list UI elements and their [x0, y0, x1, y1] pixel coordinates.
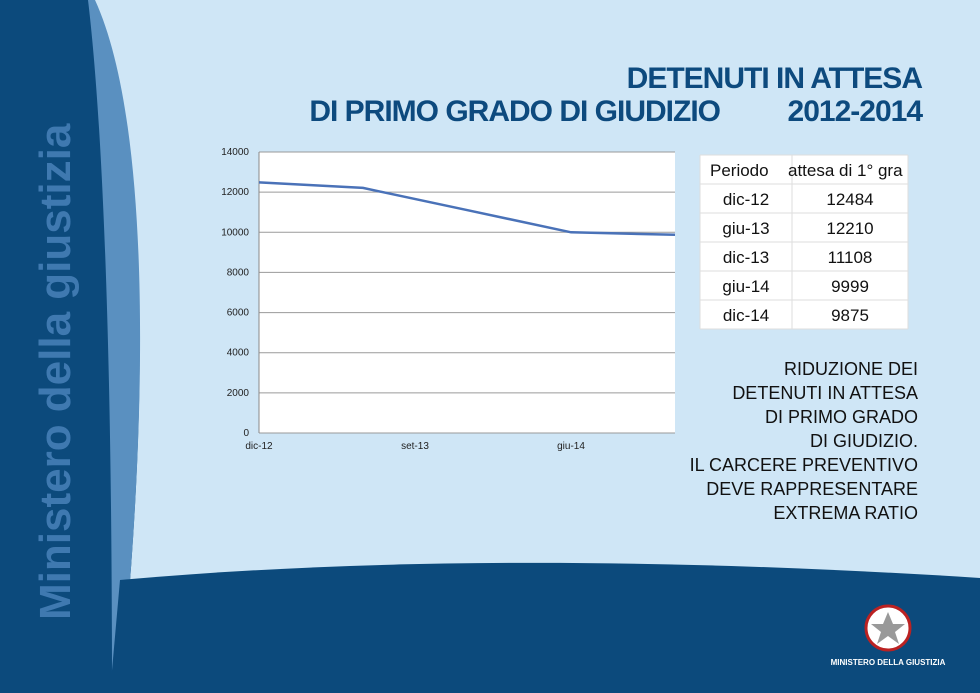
x-tick-label: dic-12	[245, 441, 273, 452]
y-tick-label: 14000	[221, 147, 249, 158]
table-cell: dic-12	[723, 190, 769, 209]
note-line: RIDUZIONE DEI	[784, 359, 918, 379]
line	[258, 181, 676, 237]
table-cell: dic-14	[723, 306, 769, 325]
table-header: attesa di 1° gra	[788, 161, 903, 180]
table-cell: 9999	[831, 277, 869, 296]
y-tick-label: 0	[243, 428, 249, 439]
table-cell: 11108	[828, 248, 873, 267]
note-line: DI PRIMO GRADO	[765, 407, 918, 427]
table-cell: giu-13	[722, 219, 769, 238]
x-tick-label: set-13	[401, 441, 429, 452]
note-line: DETENUTI IN ATTESA	[732, 383, 918, 403]
title-line: DETENUTI IN ATTESA	[627, 62, 923, 95]
y-tick-label: 10000	[221, 227, 249, 238]
note: RIDUZIONE DEI DETENUTI IN ATTESA DI PRIMO …	[690, 359, 918, 523]
table-cell: 12484	[826, 190, 873, 209]
side-title: Ministero della giustizia	[31, 123, 80, 620]
y-tick-label: 8000	[227, 267, 250, 278]
y-tick-label: 12000	[221, 187, 249, 198]
table-cell: dic-13	[723, 248, 769, 267]
table-cell: 9875	[831, 306, 869, 325]
title-line: 2012-2014	[788, 95, 924, 128]
table: Periodo attesa di 1° gra dic-12 12484 giu-13…	[699, 154, 909, 330]
table-header: Periodo	[710, 161, 769, 180]
x-tick-label: giu-14	[557, 441, 585, 452]
note-line: IL CARCERE PREVENTIVO	[690, 455, 918, 475]
chart: 0 2000 4000 6000 8000 10000 12000 14000 dic-12 se…	[221, 147, 676, 452]
title-line: DI PRIMO GRADO DI GIUDIZIO	[309, 95, 720, 128]
note-line: DI GIUDIZIO.	[810, 431, 918, 451]
y-tick-label: 6000	[227, 308, 250, 319]
side-band-edge	[88, 0, 141, 693]
table-cell: 12210	[826, 219, 873, 238]
table-cell: giu-14	[722, 277, 769, 296]
logo-star	[871, 612, 905, 644]
y-tick-label: 2000	[227, 388, 250, 399]
note-line: DEVE RAPPRESENTARE	[706, 479, 918, 499]
bottom-band	[110, 562, 980, 693]
note-line: EXTREMA RATIO	[773, 503, 918, 523]
y-tick-label: 4000	[227, 348, 250, 359]
footer: MINISTERO DELLA GIUSTIZIA	[831, 658, 946, 667]
plot-area	[259, 152, 675, 433]
